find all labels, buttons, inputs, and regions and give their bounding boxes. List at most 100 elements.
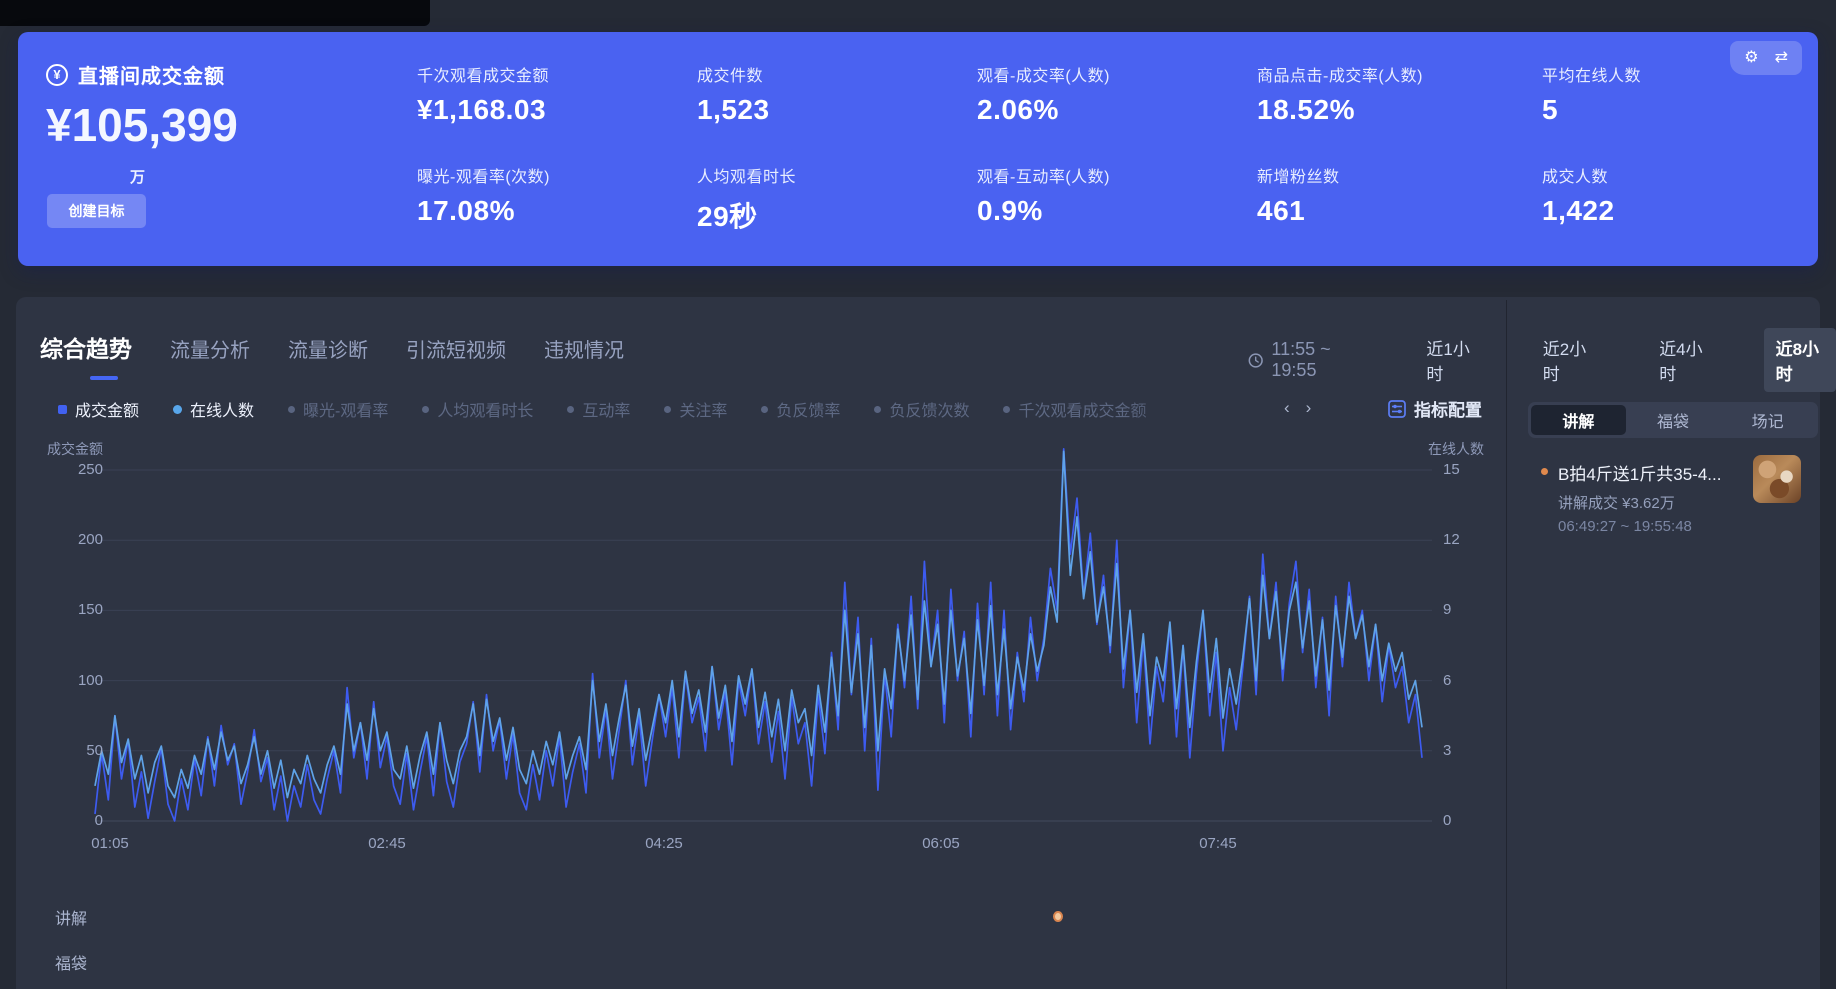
side-panel-tabs: 讲解 福袋 场记 bbox=[1528, 402, 1818, 438]
config-sliders-icon bbox=[1388, 399, 1406, 418]
gear-icon[interactable]: ⚙ bbox=[1744, 49, 1759, 66]
left-axis-title: 成交金额 bbox=[47, 441, 103, 457]
banner-metric-value: 461 bbox=[1257, 195, 1306, 226]
time-option[interactable]: 近1小时 bbox=[1426, 340, 1470, 384]
x-axis-tick: 06:05 bbox=[922, 835, 960, 852]
legend-marker-dot bbox=[288, 405, 296, 413]
legend-marker-dot bbox=[761, 405, 769, 413]
legend-chip[interactable]: 人均观看时长 bbox=[422, 397, 533, 421]
metric-legend-chips: 成交金额 在线人数 曝光-观看率 人均观看时长 互动率 关注率 负反馈率 负反馈次数 千次观看成… bbox=[58, 394, 1288, 424]
right-axis-tick: 15 bbox=[1443, 461, 1460, 478]
banner-corner-tools: ⚙ ⇄ bbox=[1730, 41, 1802, 75]
legend-chip[interactable]: 关注率 bbox=[664, 397, 727, 421]
chips-scroll-arrows: ‹ › bbox=[1284, 396, 1311, 420]
right-axis-tick: 9 bbox=[1443, 601, 1452, 619]
x-axis-tick: 07:45 bbox=[1199, 835, 1237, 852]
legend-marker-dot bbox=[874, 405, 882, 413]
tab-综合趋势[interactable]: 综合趋势 bbox=[40, 336, 132, 362]
left-axis-tick: 200 bbox=[77, 531, 103, 549]
side-item-gmv: 讲解成交 ¥3.62万 bbox=[1558, 495, 1675, 512]
left-axis-tick: 50 bbox=[86, 741, 103, 759]
active-tab-underline bbox=[90, 376, 118, 380]
banner-metric-label: 人均观看时长 bbox=[697, 169, 797, 186]
banner-metric-value: 29秒 bbox=[697, 201, 758, 232]
side-item-bullet bbox=[1541, 468, 1548, 475]
legend-chip-label: 千次观看成交金额 bbox=[1018, 403, 1147, 420]
side-item-timerange: 06:49:27 ~ 19:55:48 bbox=[1558, 518, 1692, 535]
tab-流量分析[interactable]: 流量分析 bbox=[170, 340, 250, 362]
banner-metric: 曝光-观看率(次数) 17.08% bbox=[417, 163, 550, 227]
swap-icon[interactable]: ⇄ bbox=[1774, 49, 1788, 66]
time-option[interactable]: 近8小时 bbox=[1763, 328, 1836, 392]
left-axis-tick: 150 bbox=[77, 601, 103, 619]
right-axis-title: 在线人数 bbox=[1428, 441, 1484, 457]
banner-metric-value: 5 bbox=[1542, 94, 1559, 125]
banner-metric-label: 平均在线人数 bbox=[1542, 68, 1642, 85]
legend-chip[interactable]: 互动率 bbox=[567, 397, 630, 421]
product-thumbnail[interactable] bbox=[1753, 455, 1801, 503]
summary-banner: ¥ 直播间成交金额 ¥105,399 万 创建目标 千次观看成交金额 ¥1,168… bbox=[18, 32, 1818, 266]
banner-metric: 新增粉丝数 461 bbox=[1257, 163, 1340, 227]
gmv-main-value: ¥105,399 bbox=[46, 99, 238, 151]
banner-metric-value: 18.52% bbox=[1257, 94, 1355, 125]
right-axis-tick: 3 bbox=[1443, 741, 1452, 759]
banner-metric: 人均观看时长 29秒 bbox=[697, 163, 796, 235]
time-option[interactable]: 近4小时 bbox=[1659, 340, 1703, 384]
x-axis-tick: 02:45 bbox=[368, 835, 406, 852]
top-black-bar bbox=[0, 0, 430, 26]
tab-流量诊断[interactable]: 流量诊断 bbox=[288, 340, 368, 362]
legend-marker-dot bbox=[567, 405, 575, 413]
legend-chip-label: 负反馈次数 bbox=[889, 403, 970, 420]
create-goal-button[interactable]: 创建目标 bbox=[47, 194, 146, 228]
legend-chip[interactable]: 成交金额 bbox=[58, 397, 139, 421]
legend-chip[interactable]: 负反馈次数 bbox=[874, 397, 969, 421]
clock-icon bbox=[1248, 352, 1263, 368]
time-option[interactable]: 近2小时 bbox=[1542, 340, 1587, 384]
side-tab-福袋[interactable]: 福袋 bbox=[1657, 414, 1690, 431]
banner-metric-label: 商品点击-成交率(人数) bbox=[1257, 68, 1423, 85]
right-axis-tick: 0 bbox=[1443, 812, 1452, 829]
banner-metric-label: 观看-成交率(人数) bbox=[977, 68, 1110, 85]
side-tab-讲解[interactable]: 讲解 bbox=[1531, 405, 1626, 435]
timeline-row-label-讲解: 讲解 bbox=[55, 911, 88, 928]
banner-metric: 观看-互动率(人数) 0.9% bbox=[977, 163, 1110, 227]
tab-违规情况[interactable]: 违规情况 bbox=[544, 340, 624, 362]
banner-metric: 观看-成交率(人数) 2.06% bbox=[977, 62, 1110, 126]
metric-config-button[interactable]: 指标配置 bbox=[1388, 396, 1482, 421]
side-tab-场记[interactable]: 场记 bbox=[1751, 414, 1784, 431]
banner-metric: 成交件数 1,523 bbox=[697, 62, 770, 126]
side-item-title[interactable]: B拍4斤送1斤共35-4... bbox=[1558, 465, 1722, 484]
legend-chip-label: 在线人数 bbox=[190, 403, 255, 420]
left-axis-tick: 100 bbox=[77, 671, 103, 689]
panel-divider bbox=[1506, 300, 1507, 989]
banner-metric-value: 1,422 bbox=[1542, 195, 1615, 226]
legend-marker-dot bbox=[422, 405, 430, 413]
timeline-row-label-福袋: 福袋 bbox=[55, 956, 88, 973]
gmv-main-unit: 万 bbox=[130, 169, 146, 186]
legend-chip[interactable]: 千次观看成交金额 bbox=[1003, 397, 1146, 421]
banner-metric-value: 2.06% bbox=[977, 94, 1059, 125]
legend-chip-label: 人均观看时长 bbox=[437, 403, 534, 420]
legend-chip[interactable]: 负反馈率 bbox=[761, 397, 840, 421]
banner-metric-label: 千次观看成交金额 bbox=[417, 68, 550, 85]
legend-chip[interactable]: 曝光-观看率 bbox=[288, 397, 388, 421]
yen-coin-icon: ¥ bbox=[46, 63, 68, 86]
legend-chip-label: 关注率 bbox=[679, 403, 728, 420]
chevron-right-icon[interactable]: › bbox=[1305, 398, 1312, 417]
banner-metric: 千次观看成交金额 ¥1,168.03 bbox=[417, 62, 549, 126]
tab-引流短视频[interactable]: 引流短视频 bbox=[406, 340, 506, 362]
banner-metric-value: 1,523 bbox=[697, 94, 770, 125]
trend-chart[interactable]: 成交金额 在线人数 0 50 100 150 200 250 0 3 6 9 12 15 01:05 02:4… bbox=[0, 440, 1500, 880]
banner-metric-label: 观看-互动率(人数) bbox=[977, 169, 1110, 186]
series-成交金额 bbox=[94, 448, 1423, 822]
chevron-left-icon[interactable]: ‹ bbox=[1284, 398, 1290, 417]
timeline-marker[interactable] bbox=[1053, 911, 1064, 922]
x-axis-tick: 01:05 bbox=[91, 835, 129, 852]
left-axis-tick: 250 bbox=[77, 461, 103, 478]
time-controls: 11:55 ~ 19:55 近1小时 近2小时 近4小时 近8小时 bbox=[1248, 328, 1836, 392]
legend-chip-label: 成交金额 bbox=[75, 403, 140, 420]
legend-marker-dot bbox=[1003, 405, 1011, 413]
legend-chip[interactable]: 在线人数 bbox=[173, 397, 254, 421]
banner-title-row: ¥ 直播间成交金额 bbox=[46, 60, 225, 89]
